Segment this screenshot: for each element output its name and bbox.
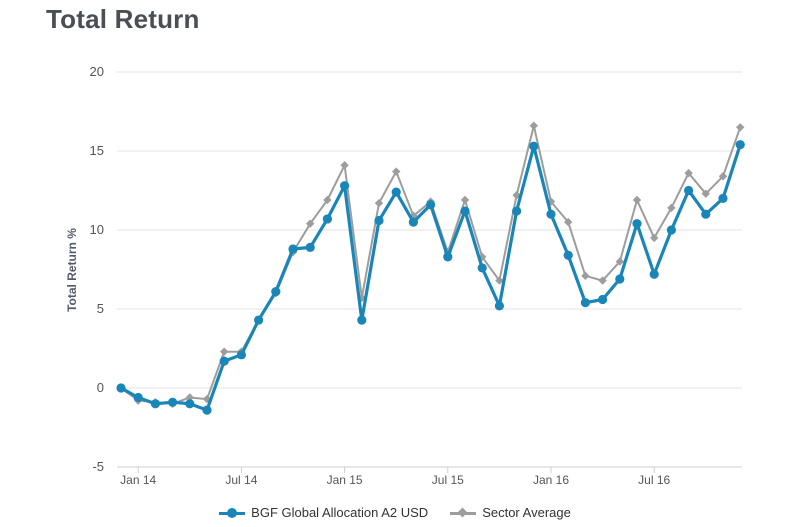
data-point[interactable] [650,233,659,243]
legend: BGF Global Allocation A2 USD Sector Aver… [0,505,790,520]
data-point[interactable] [374,215,384,226]
data-point[interactable] [460,206,470,216]
data-point[interactable] [684,168,693,178]
data-point[interactable] [305,242,315,252]
data-point[interactable] [546,209,556,219]
data-point[interactable] [718,193,728,203]
data-point[interactable] [340,161,349,170]
data-point[interactable] [236,350,246,360]
series-line [120,124,742,405]
data-point[interactable] [271,287,281,297]
data-point[interactable] [563,250,573,260]
data-point[interactable] [185,399,195,409]
series-line [120,144,742,412]
data-point[interactable] [306,219,315,228]
data-point[interactable] [288,244,298,254]
data-point[interactable] [615,257,624,266]
data-point[interactable] [632,195,642,205]
legend-item-bgf[interactable]: BGF Global Allocation A2 USD [219,505,428,520]
data-point[interactable] [735,140,745,150]
data-point[interactable] [477,263,487,273]
y-tick-label: 10 [90,222,104,237]
data-point[interactable] [511,206,522,216]
y-tick-label: 20 [90,64,104,79]
data-point[interactable] [632,219,642,229]
x-tick-label: Jan 16 [533,473,569,487]
legend-swatch-circle-icon [219,507,246,519]
y-tick-label: -5 [92,459,104,474]
data-point[interactable] [391,187,401,197]
data-point[interactable] [374,198,384,208]
data-point[interactable] [598,276,607,285]
data-point[interactable] [529,121,538,130]
x-tick-label: Jan 14 [120,473,156,487]
data-point[interactable] [202,405,212,415]
data-point[interactable] [512,191,521,200]
data-point[interactable] [701,209,711,219]
x-tick-label: Jul 16 [638,473,670,487]
y-tick-label: 0 [97,380,104,395]
data-point[interactable] [529,141,539,151]
data-point[interactable] [220,347,229,356]
data-point[interactable] [322,214,332,224]
data-point[interactable] [323,195,332,205]
data-point[interactable] [581,271,590,281]
data-point[interactable] [168,397,178,407]
data-point[interactable] [460,195,470,205]
data-point[interactable] [666,225,677,235]
data-point[interactable] [133,392,143,403]
x-axis-ticks: Jan 14 Jul 14 Jan 15 Jul 15 Jan 16 Jul 16 [120,467,671,487]
x-tick-label: Jan 15 [327,473,363,487]
y-tick-label: 5 [97,301,104,316]
data-point[interactable] [340,181,350,191]
legend-swatch-diamond-icon [450,507,477,519]
data-point[interactable] [564,217,573,227]
data-point[interactable] [254,315,264,325]
data-point[interactable] [718,172,728,181]
series-layer [116,121,745,415]
x-tick-label: Jul 15 [432,473,464,487]
data-point[interactable] [426,200,436,210]
chart-title: Total Return [46,4,200,34]
data-point[interactable] [615,274,625,284]
legend-label-bgf: BGF Global Allocation A2 USD [251,505,429,520]
data-point[interactable] [580,298,591,308]
gridlines [117,71,742,468]
y-tick-label: 15 [90,143,104,158]
data-point[interactable] [684,185,694,196]
data-point[interactable] [219,356,229,366]
data-point[interactable] [667,203,676,213]
y-axis-ticks: 20 15 10 5 0 -5 [90,64,104,474]
series-bgf-global-allocation [116,140,745,415]
data-point[interactable] [357,315,367,325]
data-point[interactable] [150,399,160,409]
data-point[interactable] [408,217,418,227]
data-point[interactable] [495,276,504,285]
data-point[interactable] [443,252,453,262]
legend-label-sector-average: Sector Average [482,505,571,520]
legend-item-sector-average[interactable]: Sector Average [450,505,571,520]
data-point[interactable] [649,269,659,279]
x-tick-label: Jul 14 [225,473,257,487]
data-point[interactable] [494,301,504,311]
data-point[interactable] [701,189,710,198]
data-point[interactable] [598,294,608,305]
data-point[interactable] [185,393,194,402]
data-point[interactable] [116,383,126,393]
data-point[interactable] [392,167,401,176]
y-axis-label: Total Return % [65,228,79,312]
data-point[interactable] [202,394,212,404]
data-point[interactable] [736,123,745,132]
